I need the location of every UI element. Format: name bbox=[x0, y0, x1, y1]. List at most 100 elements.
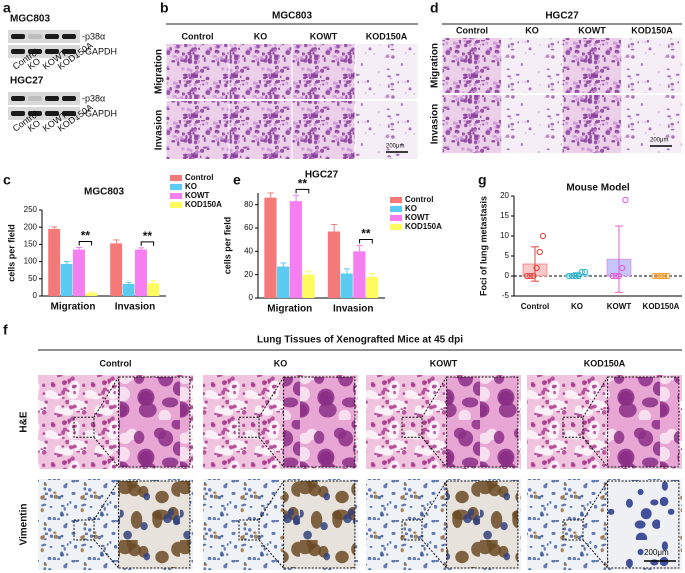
significance-bracket bbox=[359, 239, 373, 244]
bar bbox=[48, 228, 61, 296]
x-tick-label: KO bbox=[571, 302, 583, 311]
zoom-region bbox=[238, 519, 260, 541]
y-tick-label: 50 bbox=[28, 274, 37, 283]
y-tick-label: 250 bbox=[24, 205, 38, 214]
zoom-region bbox=[401, 519, 423, 541]
blot-band bbox=[45, 34, 59, 39]
data-point bbox=[664, 272, 671, 280]
micrograph bbox=[502, 38, 562, 93]
column-label: Control bbox=[182, 31, 214, 41]
scale-label: 200μm bbox=[650, 138, 668, 144]
zoom-line bbox=[582, 436, 608, 468]
legend-swatch bbox=[390, 206, 402, 212]
data-point bbox=[651, 272, 658, 280]
bar bbox=[289, 201, 302, 298]
blot-membrane bbox=[8, 30, 80, 43]
blot-membrane bbox=[8, 107, 80, 120]
blot-band bbox=[62, 111, 76, 116]
micrograph bbox=[622, 95, 682, 153]
micrograph bbox=[166, 44, 229, 99]
micrograph bbox=[562, 38, 622, 93]
micrograph bbox=[292, 44, 355, 99]
column-label: KO bbox=[274, 358, 288, 368]
blot-band bbox=[62, 49, 76, 54]
legend-label: Control bbox=[405, 195, 433, 204]
data-point bbox=[539, 232, 547, 240]
significance-bracket bbox=[140, 241, 155, 246]
column-label: KOWT bbox=[310, 31, 338, 41]
panel-label: b bbox=[160, 0, 169, 16]
bar bbox=[302, 274, 315, 298]
zoom-line bbox=[258, 376, 285, 418]
bar bbox=[365, 277, 379, 298]
bar bbox=[340, 273, 353, 298]
legend-label: KOWT bbox=[185, 191, 210, 200]
blot-band bbox=[45, 111, 59, 116]
blot-band bbox=[28, 111, 42, 116]
data-point bbox=[569, 272, 576, 280]
blot-membrane bbox=[8, 92, 80, 105]
legend-label: KOD150A bbox=[405, 222, 442, 231]
zoom-line bbox=[258, 480, 285, 521]
zoom-inset bbox=[118, 480, 191, 569]
zoom-line bbox=[93, 480, 120, 521]
legend-swatch bbox=[390, 197, 402, 203]
column-label: Control bbox=[456, 25, 488, 35]
data-point bbox=[527, 272, 534, 280]
legend-swatch bbox=[170, 193, 182, 199]
panel-label: g bbox=[478, 172, 487, 188]
zoom-inset bbox=[446, 480, 519, 569]
blot-band-label: -p38α bbox=[82, 31, 105, 41]
column-label: KOD150A bbox=[631, 25, 673, 35]
data-point bbox=[575, 272, 582, 280]
y-tick-label: 5 bbox=[505, 251, 510, 260]
zoom-inset bbox=[283, 480, 356, 569]
bar bbox=[277, 266, 290, 298]
data-point bbox=[619, 264, 626, 272]
row-label: Invasion bbox=[430, 104, 441, 145]
x-tick-label: Migration bbox=[267, 304, 312, 315]
panel-label: a bbox=[3, 0, 11, 16]
zoom-region bbox=[73, 519, 95, 541]
y-axis-label: cells per field bbox=[6, 224, 16, 282]
zoom-line bbox=[421, 480, 448, 521]
data-point bbox=[609, 272, 616, 280]
blot-title: HGC27 bbox=[10, 76, 44, 87]
bar bbox=[85, 293, 98, 296]
bar bbox=[147, 283, 160, 296]
transwell-title: MGC803 bbox=[272, 11, 312, 22]
zoom-inset bbox=[446, 376, 519, 468]
significance-label: ** bbox=[298, 177, 308, 191]
y-tick-label: 20 bbox=[500, 191, 509, 200]
significance-label: ** bbox=[361, 227, 371, 241]
bar bbox=[110, 243, 123, 296]
column-label: KOWT bbox=[430, 358, 458, 368]
y-tick-label: 60 bbox=[244, 223, 253, 232]
significance-label: ** bbox=[143, 229, 153, 243]
column-label: KO bbox=[525, 25, 539, 35]
micrograph bbox=[292, 101, 355, 159]
y-tick-label: 150 bbox=[24, 240, 38, 249]
legend-label: KO bbox=[405, 204, 417, 213]
zoom-inset bbox=[118, 376, 191, 468]
zoom-line bbox=[582, 539, 608, 569]
bar bbox=[60, 264, 73, 296]
row-label: Migration bbox=[430, 43, 441, 88]
row-label: Invasion bbox=[154, 110, 165, 151]
blot-band bbox=[28, 49, 42, 54]
x-tick-label: Control bbox=[521, 302, 549, 311]
x-tick-label: Migration bbox=[51, 302, 96, 313]
zoom-line bbox=[582, 376, 609, 418]
blot-band bbox=[28, 96, 42, 101]
zoom-inset bbox=[607, 376, 680, 468]
y-tick-label: 0 bbox=[33, 291, 38, 300]
zoom-line bbox=[421, 376, 448, 418]
legend-label: Control bbox=[185, 173, 213, 182]
data-point bbox=[523, 272, 531, 280]
blot-band bbox=[11, 49, 25, 54]
data-point bbox=[612, 272, 619, 280]
data-point bbox=[661, 272, 668, 280]
row-label: Vimentin bbox=[19, 503, 30, 545]
